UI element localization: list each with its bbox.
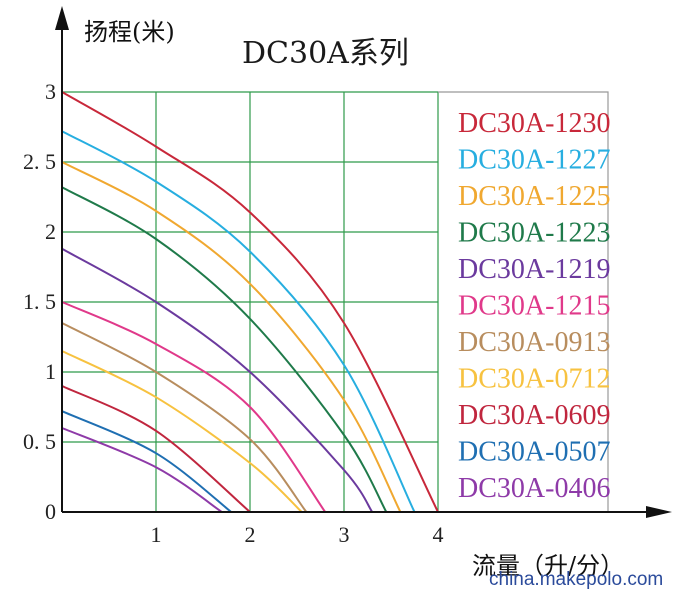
series-lines [61,91,439,513]
y-tick-label: 3 [45,79,56,104]
series-line-dc30a-1230 [61,91,439,513]
axes [55,6,672,518]
series-line-dc30a-1215 [61,301,327,513]
series-line-dc30a-0609 [61,385,251,513]
y-tick-label: 2. 5 [23,149,56,174]
legend-entry-dc30a-0507: DC30A-0507 [458,437,610,468]
legend-frame [438,91,609,512]
x-tick-label: 3 [339,522,350,547]
x-axis-label: 流量（升/分） [472,552,624,580]
legend-entry-dc30a-1225: DC30A-1225 [458,181,610,212]
series-line-dc30a-1219 [61,247,374,513]
grid [62,91,439,512]
x-axis-arrow [646,506,672,518]
series-line-dc30a-1223 [61,186,388,513]
y-tick-label: 1 [45,359,56,384]
series-line-dc30a-0507 [61,410,232,513]
series-line-dc30a-0712 [61,350,303,513]
y-tick-label: 0. 5 [23,429,56,454]
y-axis-arrow [55,6,69,30]
legend-entry-dc30a-0406: DC30A-0406 [458,473,610,504]
x-tick-label: 1 [151,522,162,547]
series-line-dc30a-0406 [61,427,223,513]
legend-entry-dc30a-0712: DC30A-0712 [458,364,610,395]
chart-title: DC30A系列 [242,36,409,71]
legend-entry-dc30a-0609: DC30A-0609 [458,400,610,431]
y-tick-label: 1. 5 [23,289,56,314]
y-tick-label: 2 [45,219,56,244]
legend-entry-dc30a-1215: DC30A-1215 [458,291,610,322]
plot-frame [438,91,609,512]
x-tick-label: 4 [433,522,444,547]
legend-entry-dc30a-1227: DC30A-1227 [458,145,610,176]
x-tick-label: 2 [245,522,256,547]
tick-labels: 1 2 3 4 0 0. 5 1 1. 5 2 2. 5 3 [23,79,444,547]
legend-entry-dc30a-1219: DC30A-1219 [458,254,610,285]
series-line-dc30a-0913 [61,322,308,513]
legend-entry-dc30a-0913: DC30A-0913 [458,327,610,358]
legend-entry-dc30a-1230: DC30A-1230 [458,108,610,139]
series-line-dc30a-1225 [61,161,402,513]
y-tick-label: 0 [45,499,56,524]
series-line-dc30a-1227 [61,130,416,513]
y-axis-label: 扬程(米) [84,18,175,46]
watermark: china.makepolo.com [489,569,663,590]
legend-entry-dc30a-1223: DC30A-1223 [458,218,610,249]
legend: DC30A-1230 DC30A-1227 DC30A-1225 DC30A-1223… [458,108,610,504]
